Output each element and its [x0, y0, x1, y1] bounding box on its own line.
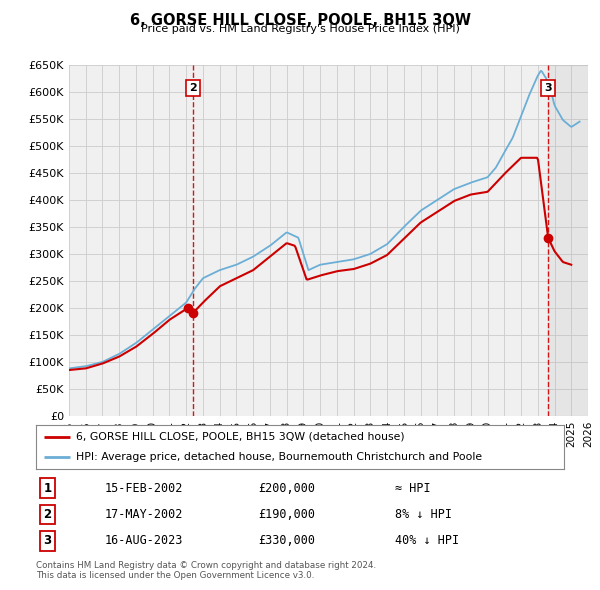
Text: £330,000: £330,000 — [258, 535, 315, 548]
Text: 40% ↓ HPI: 40% ↓ HPI — [395, 535, 459, 548]
Text: HPI: Average price, detached house, Bournemouth Christchurch and Poole: HPI: Average price, detached house, Bour… — [76, 452, 482, 462]
Text: 6, GORSE HILL CLOSE, POOLE, BH15 3QW: 6, GORSE HILL CLOSE, POOLE, BH15 3QW — [130, 13, 470, 28]
Text: 2: 2 — [44, 508, 52, 521]
Text: ≈ HPI: ≈ HPI — [395, 481, 431, 494]
Text: Contains HM Land Registry data © Crown copyright and database right 2024.: Contains HM Land Registry data © Crown c… — [36, 560, 376, 569]
Text: 3: 3 — [544, 83, 552, 93]
Text: 17-MAY-2002: 17-MAY-2002 — [104, 508, 183, 521]
Text: 15-FEB-2002: 15-FEB-2002 — [104, 481, 183, 494]
Text: £200,000: £200,000 — [258, 481, 315, 494]
Text: 16-AUG-2023: 16-AUG-2023 — [104, 535, 183, 548]
Text: 6, GORSE HILL CLOSE, POOLE, BH15 3QW (detached house): 6, GORSE HILL CLOSE, POOLE, BH15 3QW (de… — [76, 432, 404, 442]
Text: 2: 2 — [188, 83, 196, 93]
Text: Price paid vs. HM Land Registry's House Price Index (HPI): Price paid vs. HM Land Registry's House … — [140, 24, 460, 34]
Text: This data is licensed under the Open Government Licence v3.0.: This data is licensed under the Open Gov… — [36, 571, 314, 580]
Text: 3: 3 — [44, 535, 52, 548]
Text: £190,000: £190,000 — [258, 508, 315, 521]
Text: 8% ↓ HPI: 8% ↓ HPI — [395, 508, 452, 521]
Bar — [548, 65, 588, 416]
Text: 1: 1 — [44, 481, 52, 494]
